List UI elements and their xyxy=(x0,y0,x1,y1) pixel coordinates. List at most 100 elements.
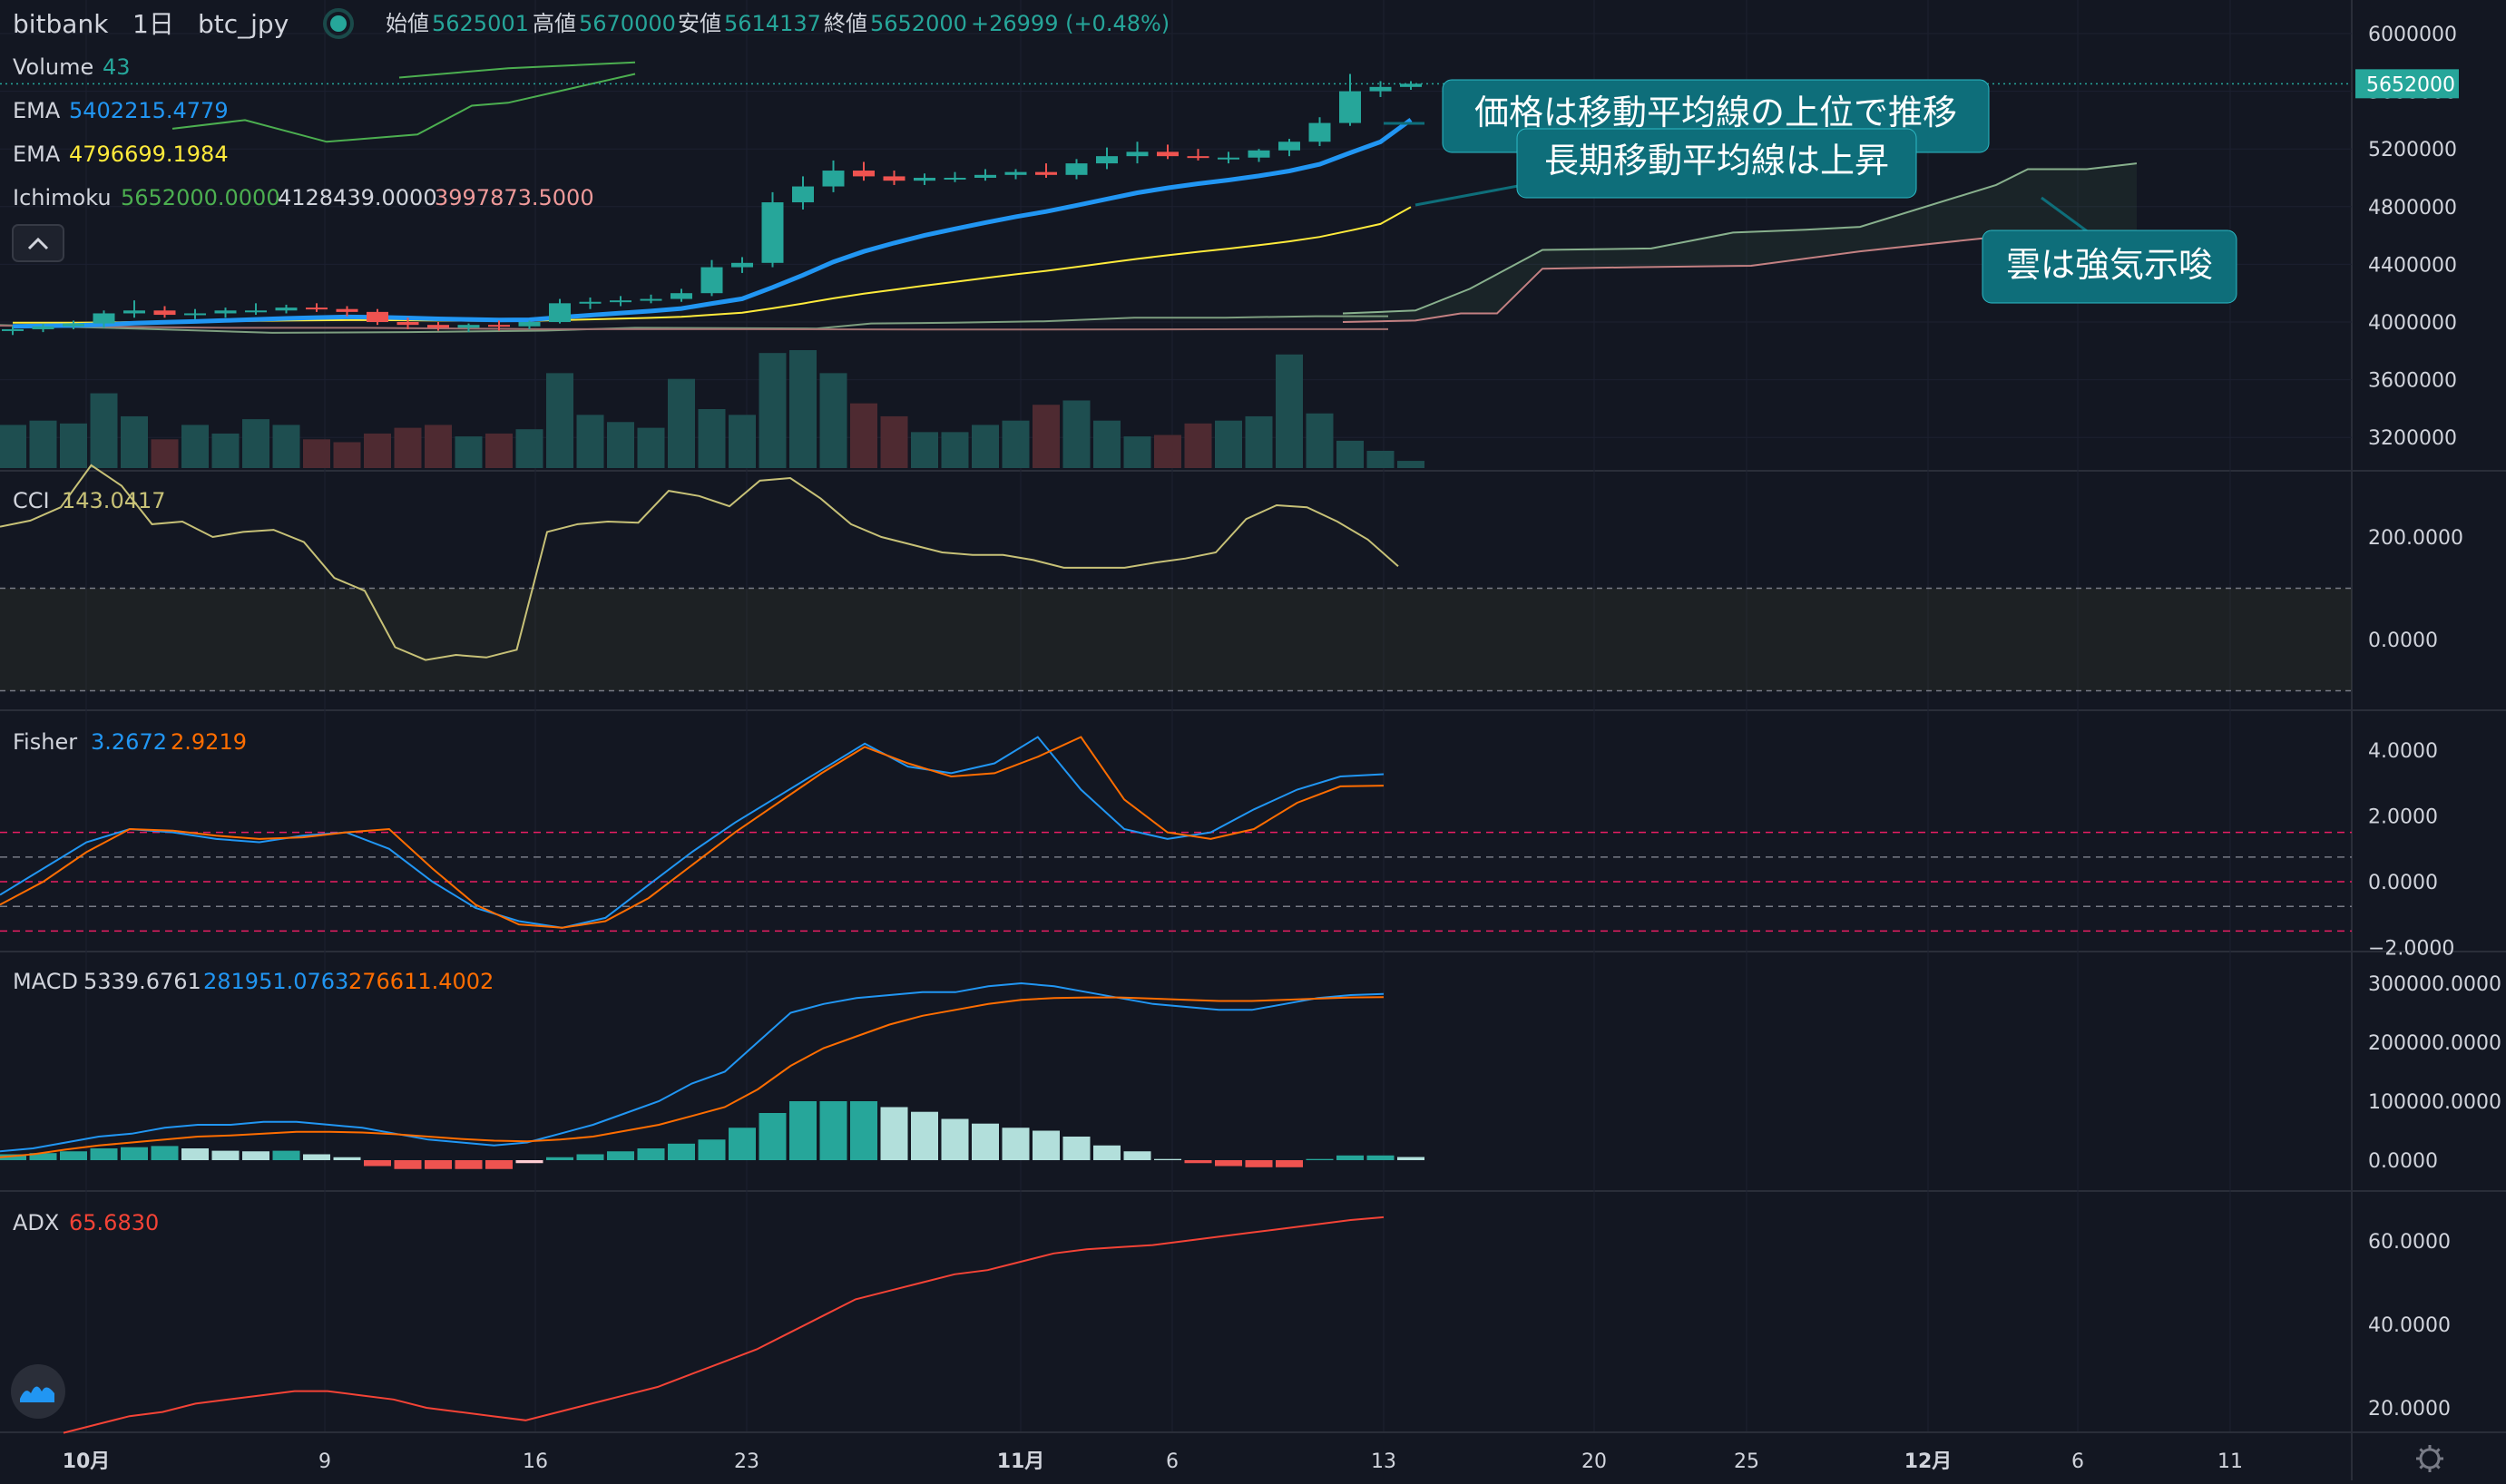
ichimoku-chikou xyxy=(398,61,636,79)
candle xyxy=(1065,163,1088,175)
volume-bar xyxy=(181,425,209,468)
macd-histogram-bar xyxy=(242,1151,269,1160)
candle xyxy=(488,325,510,327)
macd-histogram-bar xyxy=(729,1128,756,1160)
macd-histogram-bar xyxy=(303,1154,330,1160)
candle xyxy=(1278,142,1300,151)
adx-pane[interactable]: ADX 65.6830 60.0000 40.0000 20.0000 xyxy=(11,1210,2451,1434)
time-axis[interactable]: 10月 9 16 23 11月 6 13 20 25 12月 6 11 xyxy=(63,1445,2443,1473)
volume-bar xyxy=(364,433,391,468)
adx-tick: 20.0000 xyxy=(2368,1398,2451,1421)
volume-bar xyxy=(911,432,938,468)
time-axis-label: 11月 xyxy=(997,1450,1045,1473)
fisher-tick: 2.0000 xyxy=(2368,806,2438,829)
macd-histogram-bar xyxy=(1123,1151,1151,1160)
ohlc-label: 終値 xyxy=(824,11,867,36)
candle xyxy=(1218,157,1239,160)
annotation-cloud-bullish-box[interactable] xyxy=(1982,229,2237,304)
candle xyxy=(792,186,814,203)
macd-histogram-bar xyxy=(394,1160,422,1169)
volume-bar xyxy=(1062,400,1091,468)
volume-bar xyxy=(272,425,300,468)
volume-bar xyxy=(1366,450,1395,468)
adx-tick: 40.0000 xyxy=(2368,1314,2451,1337)
price-tick: 4400000 xyxy=(2368,254,2457,277)
ema-slow-value: 4796699.1984 xyxy=(69,142,229,167)
volume-bar xyxy=(698,409,726,468)
candle xyxy=(32,326,54,329)
annotation-text: 長期移動平均線は上昇 xyxy=(1544,141,1889,181)
candle xyxy=(396,322,419,326)
volume-bar xyxy=(729,415,756,468)
time-axis-label: 13 xyxy=(1371,1450,1396,1473)
candle xyxy=(1308,122,1331,142)
time-axis-label: 12月 xyxy=(1904,1450,1953,1473)
macd-histogram-bar xyxy=(0,1154,26,1160)
candle xyxy=(1004,171,1027,175)
time-axis-label: 16 xyxy=(523,1450,548,1473)
volume-bar xyxy=(485,433,513,468)
time-axis-label: 20 xyxy=(1581,1450,1607,1473)
macd-pane[interactable]: MACD 5339.6761 281951.0763 276611.4002 30000… xyxy=(0,969,2501,1173)
macd-label: MACD xyxy=(13,969,78,994)
market-status-dot xyxy=(330,15,347,32)
candle xyxy=(640,298,662,301)
price-pane[interactable]: 6000000560000052000004800000440000040000… xyxy=(0,8,2459,468)
volume-bar xyxy=(1245,415,1273,468)
candle xyxy=(518,322,541,327)
volume-bar xyxy=(455,436,483,468)
macd-histogram-bar xyxy=(364,1160,391,1167)
time-axis-label: 6 xyxy=(2071,1450,2084,1473)
volume-bar xyxy=(90,393,118,468)
candle xyxy=(883,176,905,181)
macd-histogram-bar xyxy=(941,1118,969,1160)
macd-histogram-bar xyxy=(1093,1145,1121,1160)
macd-histogram-bar xyxy=(1154,1158,1181,1160)
price-tick: 6000000 xyxy=(2368,24,2457,46)
volume-bar xyxy=(1033,405,1060,468)
gear-icon[interactable] xyxy=(2416,1445,2443,1472)
volume-label: Volume xyxy=(13,54,93,80)
volume-bar xyxy=(1002,420,1030,468)
candle xyxy=(944,178,966,180)
macd-histogram-bar xyxy=(29,1153,57,1160)
candle xyxy=(336,308,358,312)
candle xyxy=(1035,171,1057,175)
adx-line xyxy=(63,1216,1385,1434)
macd-histogram-bar xyxy=(546,1157,573,1160)
macd-histogram-bar xyxy=(121,1147,148,1160)
macd-histogram-bar xyxy=(698,1139,726,1160)
ema-fast-value: 5402215.4779 xyxy=(69,98,229,123)
ichimoku-value-3: 3997873.5000 xyxy=(435,185,594,210)
fisher-tick: −2.0000 xyxy=(2368,938,2454,961)
macd-histogram-bar xyxy=(181,1148,209,1160)
collapse-legend-button[interactable] xyxy=(12,224,64,262)
ema-fast-label: EMA xyxy=(13,98,61,123)
candle xyxy=(245,310,267,313)
macd-histogram-bar xyxy=(485,1160,513,1169)
adx-value: 65.6830 xyxy=(69,1210,159,1235)
candle xyxy=(306,308,328,310)
volume-bar xyxy=(819,373,847,468)
candle xyxy=(1126,151,1149,157)
candle xyxy=(123,310,145,314)
macd-signal-value: 276611.4002 xyxy=(348,969,494,994)
annotation-long-ma-rising-box[interactable] xyxy=(1516,128,1917,199)
ema-slow-label: EMA xyxy=(13,142,61,167)
macd-histogram-bar xyxy=(819,1101,847,1160)
time-axis-label: 25 xyxy=(1734,1450,1759,1473)
candle xyxy=(974,174,996,178)
volume-bar xyxy=(425,425,452,468)
macd-histogram-bar xyxy=(1306,1158,1334,1160)
cci-pane[interactable]: CCI 143.0417 200.0000 0.0000 xyxy=(0,464,2463,692)
candle xyxy=(153,310,176,316)
cci-tick: 0.0000 xyxy=(2368,630,2438,652)
ohlc-value: 5670000 xyxy=(579,11,676,36)
macd-histogram-bar xyxy=(607,1151,634,1160)
macd-histogram-bar xyxy=(911,1111,938,1160)
macd-histogram-bar xyxy=(576,1154,604,1160)
fisher-pane[interactable]: Fisher 3.2672 2.9219 4.0000 2.0000 0.0000 −2.0… xyxy=(0,729,2454,961)
cci-line xyxy=(0,464,1399,661)
